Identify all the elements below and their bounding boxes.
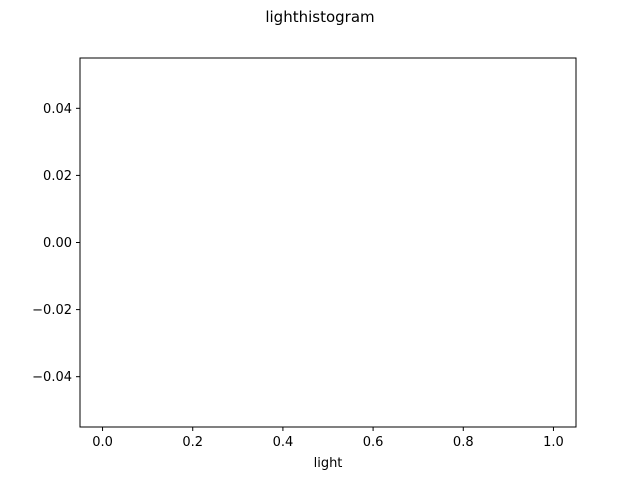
y-tick-label: 0.02 (43, 169, 72, 184)
plot-area-frame (79, 57, 577, 428)
x-axis-label: light (314, 456, 343, 471)
chart-title: lighthistogram (265, 8, 374, 26)
y-tick-label: −0.02 (32, 303, 72, 318)
y-tick-label: −0.04 (32, 370, 72, 385)
x-tick-label: 0.6 (363, 435, 384, 450)
x-axis: 0.0 0.2 0.4 0.6 0.8 1.0 (92, 427, 564, 450)
x-tick-label: 1.0 (543, 435, 564, 450)
y-axis: 0.04 0.02 0.00 −0.02 −0.04 (32, 102, 80, 385)
y-tick-label: 0.00 (43, 236, 72, 251)
x-tick-label: 0.2 (182, 435, 203, 450)
x-tick-label: 0.8 (453, 435, 474, 450)
x-tick-label: 0.4 (273, 435, 294, 450)
y-tick-label: 0.04 (43, 102, 72, 117)
x-tick-label: 0.0 (92, 435, 113, 450)
